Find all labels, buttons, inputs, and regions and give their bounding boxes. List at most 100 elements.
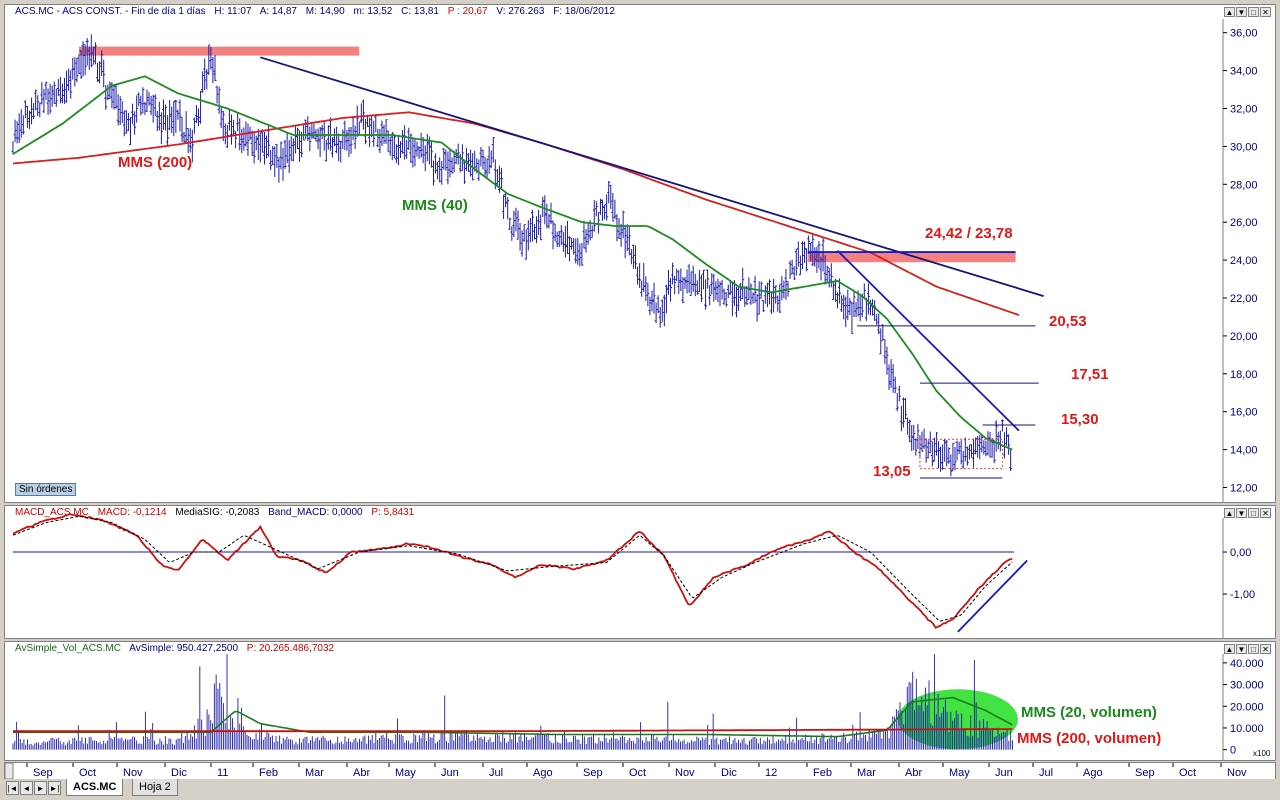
macd-title-part: MACD: -0,1214 [97, 507, 167, 518]
volume-chart-panel[interactable]: AvSimple_Vol_ACS.MC AvSimple: 950.427,25… [4, 641, 1276, 761]
price-title-part: V: 276.263 [496, 6, 545, 17]
volume-title-part: P: 20.265.486,7032 [246, 643, 335, 654]
sheet-tab-acs[interactable]: ACS.MC [66, 779, 124, 796]
volume-title-part: AvSimple: 950.427,2500 [129, 643, 239, 654]
price-pane-title: ACS.MC - ACS CONST. - Fin de día 1 días … [15, 6, 621, 17]
price-y-tick-label: 18,00 [1230, 369, 1258, 381]
volume-mms20-line [13, 696, 1013, 738]
price-chart-svg[interactable]: 12,00 14,00 16,00 18,00 20,00 22,00 24,00 26,00… [5, 5, 1275, 502]
volume-y-tick-label: 40.000 [1230, 658, 1264, 670]
price-title-part: C: 13,81 [401, 6, 439, 17]
sheet-tab-hoja2[interactable]: Hoja 2 [132, 779, 178, 796]
mms200-annotation: MMS (200) [118, 154, 192, 171]
time-axis-label: Jun [995, 767, 1013, 779]
price-y-tick-label: 34,00 [1230, 66, 1258, 78]
close-button[interactable]: ✕ [1260, 7, 1271, 17]
price-title-part: F: 18/06/2012 [553, 6, 615, 17]
volume-title-part: AvSimple_Vol_ACS.MC [15, 643, 121, 654]
time-axis-label: Sep [1135, 767, 1155, 779]
volume-y-tick-label: 20.000 [1230, 701, 1264, 713]
price-y-tick-label: 16,00 [1230, 407, 1258, 419]
price-title-part: M: 14,90 [305, 6, 345, 17]
no-orders-button[interactable]: Sin órdenes [15, 483, 77, 496]
price-y-tick-label: 28,00 [1230, 179, 1258, 191]
time-axis-label: Ago [533, 767, 553, 779]
time-axis-label: May [395, 767, 416, 779]
time-axis-label: Feb [813, 767, 832, 779]
resistance-band [78, 46, 360, 56]
macd-chart-svg[interactable]: 0,00 -1,00 [5, 506, 1275, 638]
move-up-button[interactable]: ▲ [1224, 644, 1235, 654]
time-axis-label: Abr [353, 767, 370, 779]
price-title-part: A: 14,87 [259, 6, 297, 17]
macd-line [12, 513, 1013, 629]
price-y-tick-label: 14,00 [1230, 445, 1258, 457]
macd-y-tick-label: 0,00 [1230, 547, 1251, 559]
volume-mms20-annotation: MMS (20, volumen) [1021, 704, 1157, 721]
next-sheet-button[interactable]: ► [34, 781, 47, 795]
time-axis-label: May [949, 767, 970, 779]
price-title-part: m: 13,52 [353, 6, 393, 17]
volume-pane-title: AvSimple_Vol_ACS.MC AvSimple: 950.427,25… [15, 643, 340, 654]
time-axis-label: Nov [123, 767, 143, 779]
macd-title-part: MediaSIG: -0,2083 [175, 507, 260, 518]
prev-sheet-button[interactable]: ◄ [20, 781, 33, 795]
macd-title-part: Band_MACD: 0,0000 [268, 507, 363, 518]
price-y-tick-label: 36,00 [1230, 28, 1258, 40]
move-down-button[interactable]: ▼ [1236, 644, 1247, 654]
move-down-button[interactable]: ▼ [1236, 7, 1247, 17]
close-button[interactable]: ✕ [1260, 644, 1271, 654]
mms40-annotation: MMS (40) [402, 197, 468, 214]
price-y-tick-label: 24,00 [1230, 255, 1258, 267]
support-box [919, 438, 1003, 470]
time-axis-label: Nov [675, 767, 695, 779]
time-axis-label: Sep [33, 767, 53, 779]
time-axis-label: 11 [217, 767, 228, 779]
price-title-part: H: 11:07 [214, 6, 252, 17]
maximize-button[interactable]: □ [1248, 644, 1259, 654]
volume-y-tick-label: 0 [1230, 745, 1236, 757]
volume-unit-label: x100 [1253, 749, 1271, 758]
time-axis-label: Oct [629, 767, 646, 779]
last-sheet-button[interactable]: ►| [48, 781, 61, 795]
volume-pane-window-buttons: ▲ ▼ □ ✕ [1224, 644, 1271, 654]
close-button[interactable]: ✕ [1260, 508, 1271, 518]
macd-signal-line [12, 515, 1013, 622]
move-up-button[interactable]: ▲ [1224, 7, 1235, 17]
maximize-button[interactable]: □ [1248, 508, 1259, 518]
price-title-part: P : 20,67 [447, 6, 488, 17]
volume-mms200-annotation: MMS (200, volumen) [1017, 730, 1161, 747]
maximize-button[interactable]: □ [1248, 7, 1259, 17]
time-axis-label: Dic [171, 767, 187, 779]
price-chart-panel[interactable]: ACS.MC - ACS CONST. - Fin de día 1 días … [4, 4, 1276, 503]
time-axis-scroll-left[interactable] [5, 763, 14, 779]
macd-trend-line [957, 559, 1028, 633]
time-axis-label: Nov [1227, 767, 1247, 779]
mms40-line [12, 75, 1013, 451]
resistance-band [807, 253, 1016, 263]
macd-chart-panel[interactable]: MACD_ACS.MC MACD: -0,1214 MediaSIG: -0,2… [4, 505, 1276, 639]
time-axis-label: Jun [441, 767, 459, 779]
time-axis-svg: Sep Oct Nov Dic 11 Feb Mar Abr May Jun Jul Ago Sep Oc… [5, 763, 1247, 779]
time-axis-label: Oct [1179, 767, 1196, 779]
level-15-annotation: 15,30 [1061, 411, 1099, 428]
level-20-annotation: 20,53 [1049, 313, 1087, 330]
price-y-tick-label: 12,00 [1230, 483, 1258, 495]
price-y-tick-label: 20,00 [1230, 331, 1258, 343]
time-axis-label: Abr [905, 767, 922, 779]
move-up-button[interactable]: ▲ [1224, 508, 1235, 518]
sheet-tab-bar: |◄ ◄ ► ►| ACS.MC Hoja 2 [4, 779, 1276, 797]
volume-chart-svg[interactable]: 0 10.000 20.000 30.000 40.000 x100 MMS (20, vo… [5, 642, 1275, 760]
time-axis-label: Dic [721, 767, 737, 779]
macd-pane-title: MACD_ACS.MC MACD: -0,1214 MediaSIG: -0,2… [15, 507, 420, 518]
time-axis-label: Oct [79, 767, 96, 779]
volume-y-tick-label: 10.000 [1230, 723, 1264, 735]
macd-y-tick-label: -1,00 [1230, 589, 1255, 601]
price-pane-window-buttons: ▲ ▼ □ ✕ [1224, 7, 1271, 17]
time-axis-label: Jul [1039, 767, 1053, 779]
time-axis-label: Sep [583, 767, 603, 779]
time-axis[interactable]: Sep Oct Nov Dic 11 Feb Mar Abr May Jun Jul Ago Sep Oc… [4, 762, 1276, 780]
first-sheet-button[interactable]: |◄ [6, 781, 19, 795]
macd-title-part: MACD_ACS.MC [15, 507, 89, 518]
move-down-button[interactable]: ▼ [1236, 508, 1247, 518]
